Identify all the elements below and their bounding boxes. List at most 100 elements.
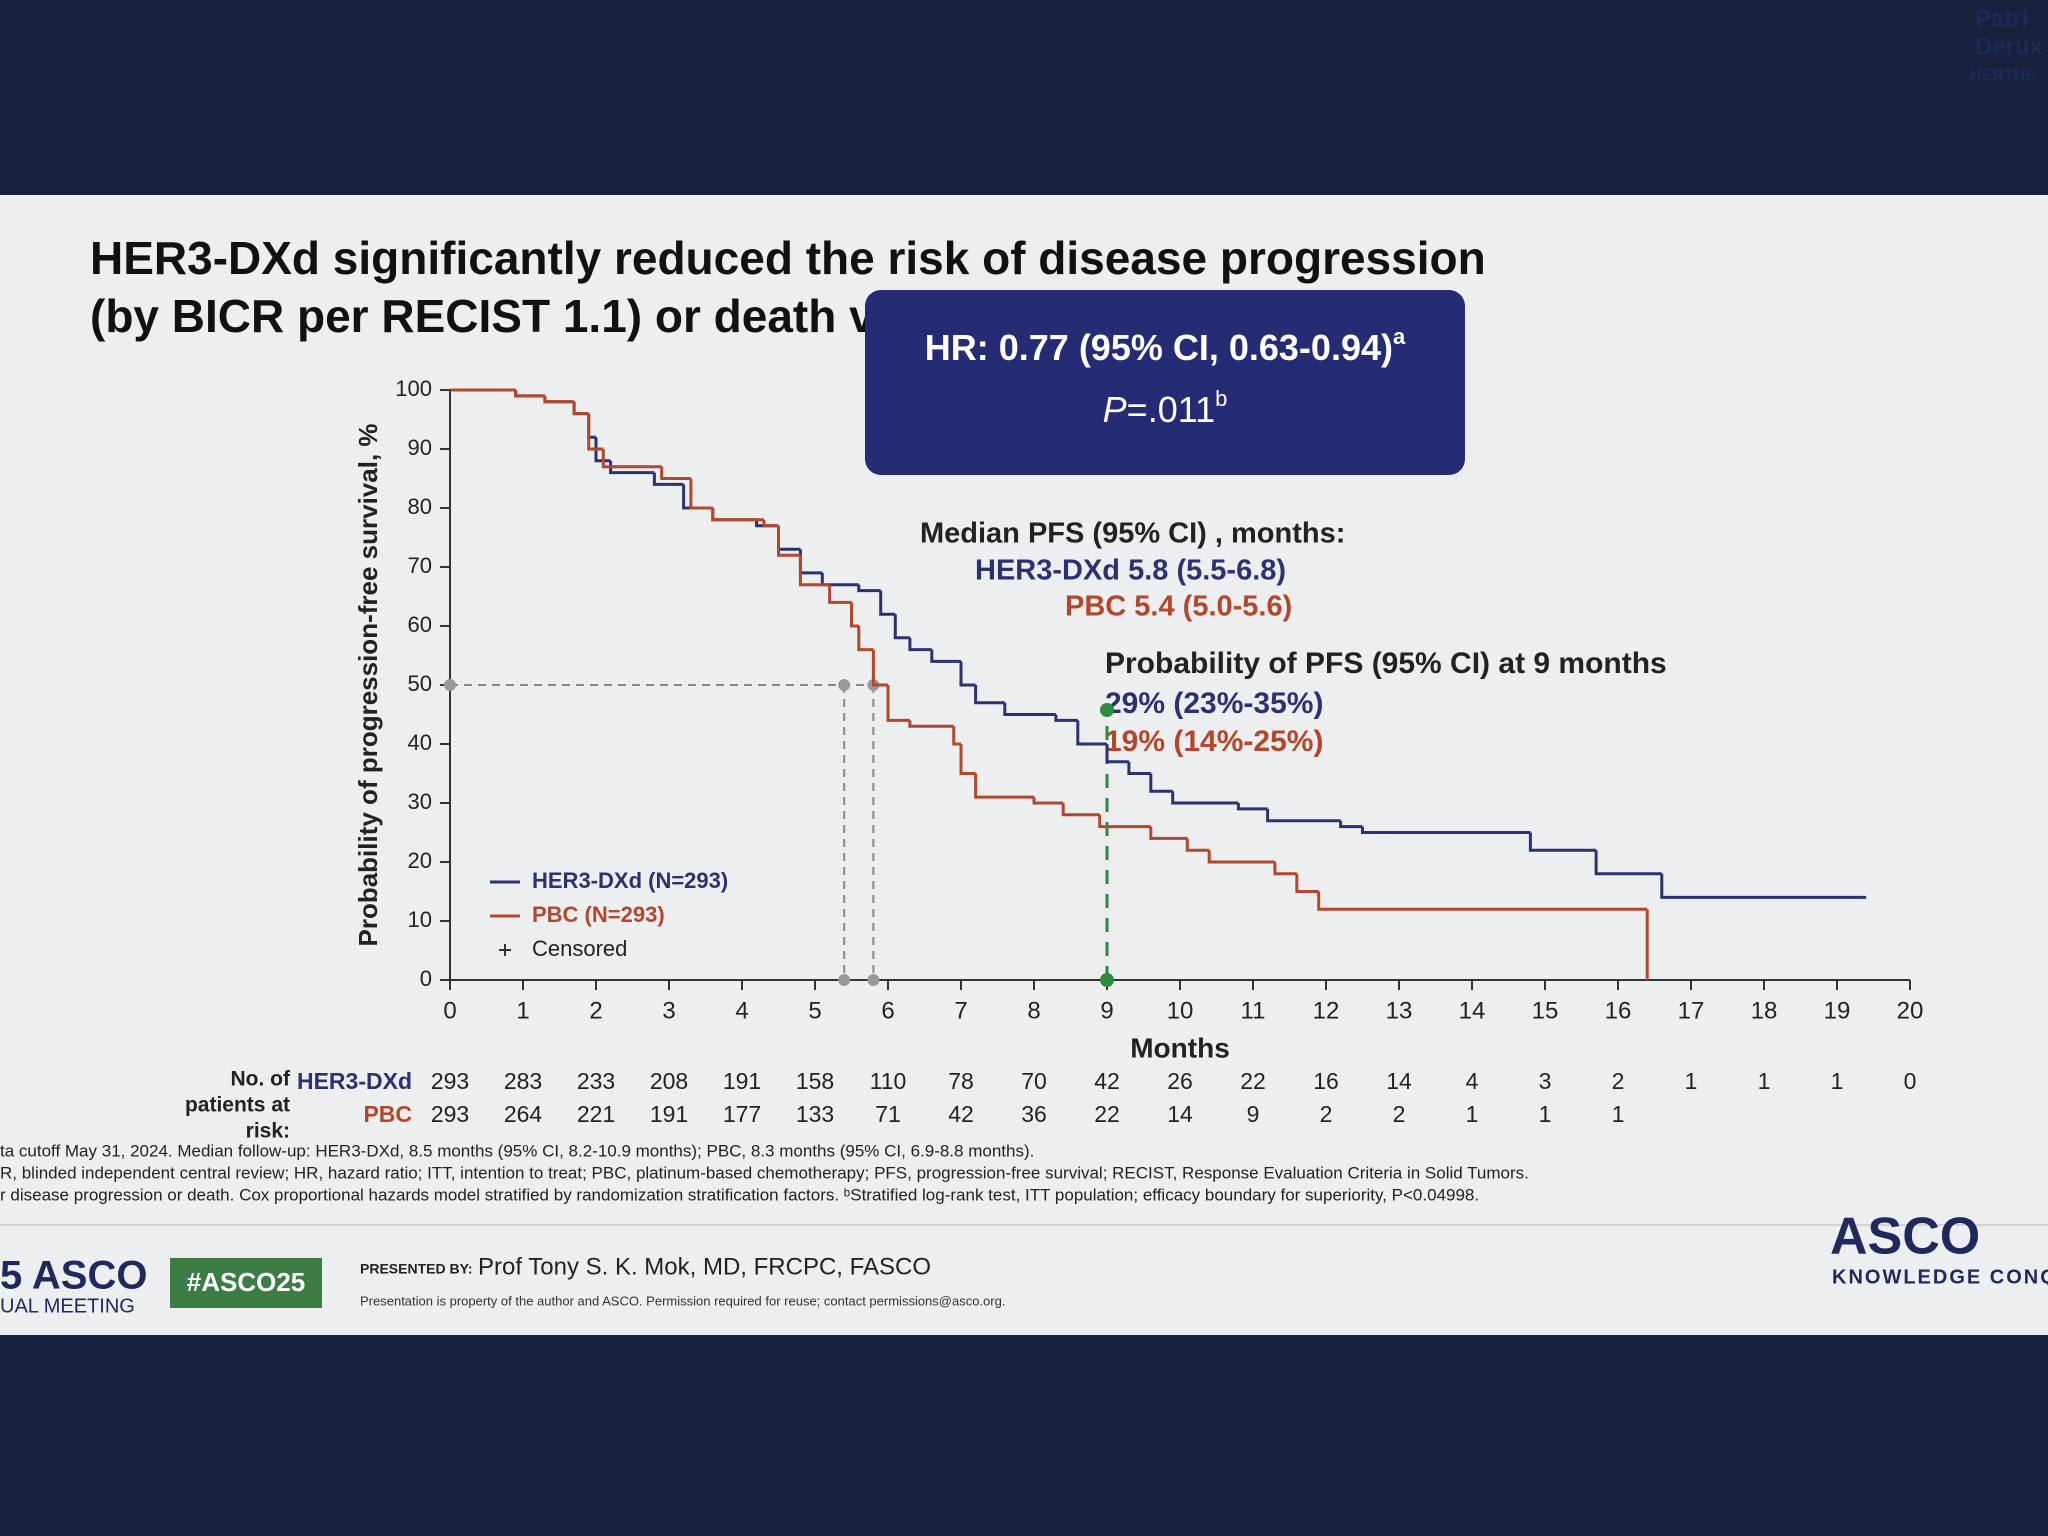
table-cell: 22 bbox=[1094, 1101, 1120, 1127]
survival-step bbox=[886, 685, 910, 722]
y-tick-label: 20 bbox=[408, 848, 432, 873]
x-tick-label: 4 bbox=[735, 997, 748, 1024]
logo-right: ASCO bbox=[1830, 1208, 1980, 1266]
median-dot bbox=[838, 974, 851, 986]
x-tick-label: 0 bbox=[443, 997, 456, 1024]
x-tick-label: 7 bbox=[954, 997, 967, 1024]
p-symbol: P bbox=[1103, 389, 1127, 430]
prob-her3: 29% (23%-35%) bbox=[1105, 687, 1323, 720]
survival-step bbox=[587, 413, 604, 451]
x-tick-label: 14 bbox=[1459, 997, 1486, 1024]
table-cell: 191 bbox=[650, 1101, 688, 1127]
table-label: patients at bbox=[185, 1094, 290, 1117]
notice: Presentation is property of the author a… bbox=[360, 1293, 1005, 1308]
x-tick-label: 10 bbox=[1167, 997, 1194, 1024]
table-cell: 264 bbox=[504, 1101, 543, 1127]
table-cell: 4 bbox=[1466, 1068, 1479, 1094]
table-cell: 1 bbox=[1466, 1101, 1479, 1127]
table-cell: 42 bbox=[1094, 1068, 1120, 1094]
p-text: P=.011b bbox=[1103, 386, 1228, 430]
superscript: a bbox=[1393, 324, 1406, 349]
survival-step bbox=[1339, 820, 1363, 829]
survival-step bbox=[594, 437, 611, 463]
table-cell: 233 bbox=[577, 1068, 615, 1094]
table-cell: 9 bbox=[1247, 1101, 1260, 1127]
footnote: ta cutoff May 31, 2024. Median follow-up… bbox=[0, 1141, 1034, 1160]
survival-step bbox=[879, 590, 896, 616]
y-tick-label: 90 bbox=[408, 435, 432, 460]
hr-value: HR: 0.77 (95% CI, 0.63-0.94) bbox=[925, 327, 1393, 368]
x-tick-label: 13 bbox=[1386, 997, 1413, 1024]
survival-step bbox=[1149, 826, 1188, 840]
survival-step bbox=[762, 519, 779, 528]
x-tick-label: 18 bbox=[1751, 997, 1778, 1024]
survival-step bbox=[959, 661, 976, 687]
x-tick-label: 8 bbox=[1027, 997, 1040, 1024]
table-cell: 78 bbox=[948, 1068, 974, 1094]
table-cell: 42 bbox=[948, 1101, 974, 1127]
survival-step bbox=[893, 614, 910, 640]
prob-pbc: 19% (14%-25%) bbox=[1105, 725, 1323, 758]
survival-step bbox=[1528, 832, 1597, 852]
y-tick-label: 10 bbox=[408, 907, 432, 932]
p-value: =.011 bbox=[1127, 389, 1215, 430]
legend-label: PBC (N=293) bbox=[532, 902, 665, 927]
table-cell: 1 bbox=[1612, 1101, 1625, 1127]
survival-step bbox=[952, 726, 961, 746]
median-heading: Median PFS (95% CI) , months: bbox=[920, 518, 1345, 550]
legend-label: HER3-DXd (N=293) bbox=[532, 868, 728, 893]
survival-step bbox=[1361, 826, 1531, 834]
survival-step bbox=[609, 460, 655, 475]
logo-left-sub: UAL MEETING bbox=[0, 1295, 135, 1317]
landmark-dot bbox=[1100, 703, 1114, 717]
hr-text: HR: 0.77 (95% CI, 0.63-0.94)a bbox=[925, 324, 1406, 368]
survival-step bbox=[1061, 803, 1100, 817]
survival-step bbox=[1207, 850, 1275, 864]
survival-step bbox=[1054, 714, 1078, 722]
table-row-name: HER3-DXd bbox=[297, 1068, 412, 1094]
censor-symbol bbox=[499, 944, 511, 956]
table-cell: 70 bbox=[1021, 1068, 1047, 1094]
survival-step bbox=[777, 525, 801, 557]
landmark-dot bbox=[1100, 973, 1114, 987]
survival-step bbox=[1295, 873, 1319, 893]
table-cell: 14 bbox=[1167, 1101, 1193, 1127]
x-tick-label: 2 bbox=[589, 997, 602, 1024]
y-tick-label: 80 bbox=[408, 494, 432, 519]
survival-step bbox=[652, 472, 684, 486]
y-tick-label: 70 bbox=[408, 553, 432, 578]
survival-step bbox=[689, 478, 713, 510]
survival-step bbox=[1076, 720, 1107, 746]
survival-step bbox=[974, 685, 1005, 705]
survival-step bbox=[1660, 873, 1867, 899]
survival-step bbox=[871, 649, 888, 687]
survival-step bbox=[1098, 814, 1151, 829]
survival-step bbox=[1171, 791, 1239, 805]
survival-step bbox=[798, 555, 830, 587]
x-tick-label: 1 bbox=[516, 997, 529, 1024]
footnote: R, blinded independent central review; H… bbox=[0, 1163, 1529, 1182]
survival-step bbox=[1594, 850, 1662, 876]
median-pbc: PBC 5.4 (5.0-5.6) bbox=[1065, 591, 1292, 623]
logo-right-sub: KNOWLEDGE CONQ bbox=[1832, 1266, 2048, 1288]
table-cell: 208 bbox=[650, 1068, 688, 1094]
survival-step bbox=[1003, 702, 1056, 716]
x-tick-label: 11 bbox=[1241, 997, 1266, 1024]
x-tick-label: 16 bbox=[1605, 997, 1632, 1024]
x-tick-label: 12 bbox=[1313, 997, 1340, 1024]
survival-step bbox=[1185, 838, 1210, 852]
survival-step bbox=[1236, 803, 1268, 811]
table-cell: 36 bbox=[1021, 1101, 1047, 1127]
table-cell: 14 bbox=[1386, 1068, 1412, 1094]
survival-step bbox=[850, 602, 859, 628]
survival-step bbox=[660, 466, 691, 480]
survival-step bbox=[959, 744, 976, 775]
presenter: Prof Tony S. K. Mok, MD, FRCPC, FASCO bbox=[478, 1253, 931, 1280]
survival-step bbox=[543, 395, 575, 404]
table-cell: 1 bbox=[1539, 1101, 1552, 1127]
median-her3: HER3-DXd 5.8 (5.5-6.8) bbox=[975, 555, 1286, 587]
footnote: r disease progression or death. Cox prop… bbox=[0, 1185, 1479, 1204]
table-cell: 177 bbox=[723, 1101, 761, 1127]
